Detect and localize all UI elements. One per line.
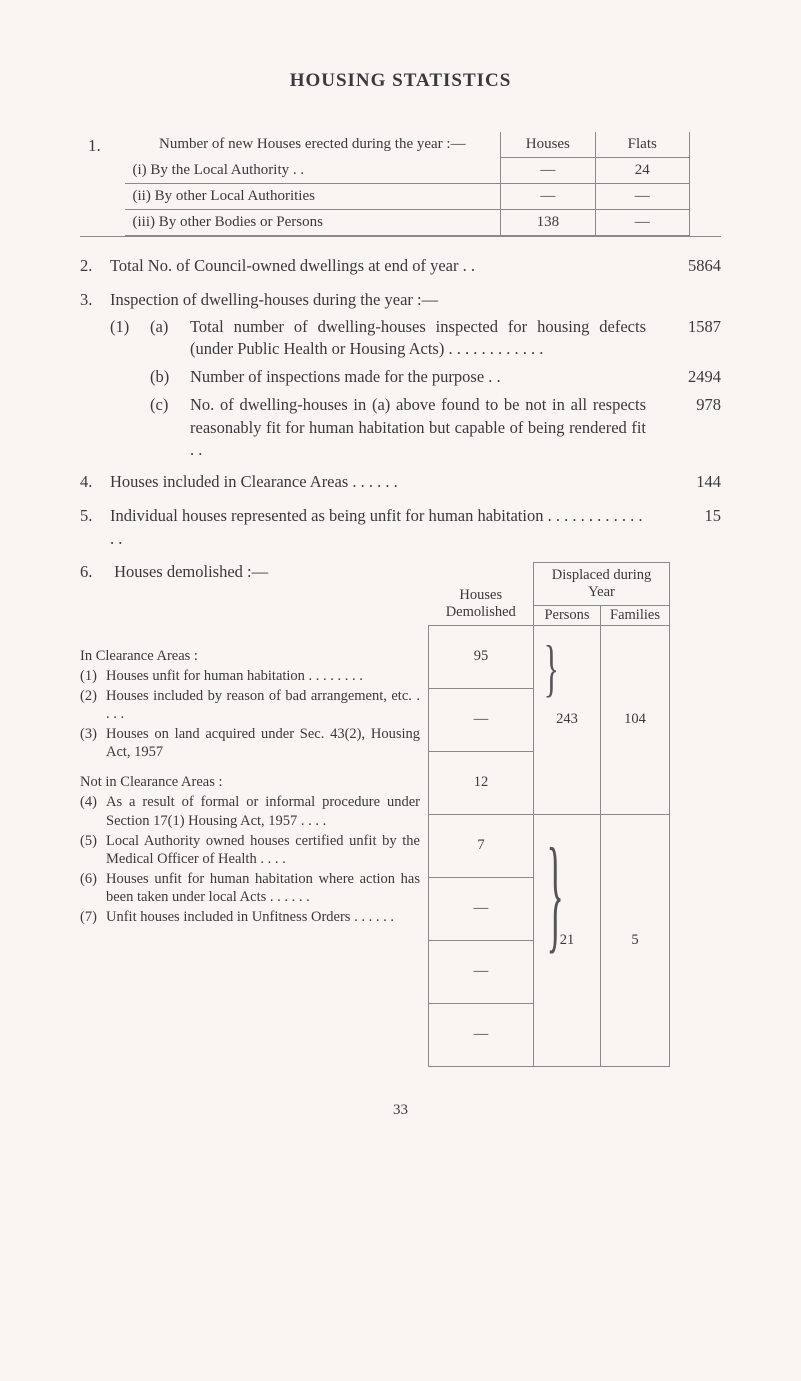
sec1-row1-houses: — bbox=[501, 158, 595, 184]
sec6-b7: (7)Unfit houses included in Unfitness Or… bbox=[80, 908, 420, 926]
sec2-val: 5864 bbox=[661, 255, 721, 277]
sec6-left: 6. Houses demolished :— In Clearance Are… bbox=[80, 562, 420, 1067]
sec6-disp-head: Displaced during Year bbox=[534, 562, 670, 605]
sec1-row2-houses: — bbox=[501, 184, 595, 210]
sec1-col-flats: Flats bbox=[595, 132, 689, 158]
sec5-val: 15 bbox=[661, 505, 721, 527]
sec2-num: 2. bbox=[80, 255, 110, 277]
sec6-groupA-head: In Clearance Areas : bbox=[80, 647, 420, 665]
page: HOUSING STATISTICS 1. Number of new Hous… bbox=[0, 0, 801, 1159]
sec6-num: 6. bbox=[80, 562, 110, 583]
sec1-row2-label: (ii) By other Local Authorities bbox=[125, 184, 501, 210]
section6: 6. Houses demolished :— In Clearance Are… bbox=[80, 562, 721, 1067]
sec1-row3-label: (iii) By other Bodies or Persons bbox=[125, 210, 501, 236]
brace-icon: } bbox=[544, 636, 559, 700]
sec6-table: Houses Demolished Displaced during Year … bbox=[428, 562, 670, 1067]
sec6-a-row3: 12 bbox=[429, 751, 534, 814]
sec1-col-houses: Houses bbox=[501, 132, 595, 158]
sec6-col-families: Families bbox=[601, 605, 670, 625]
sec4-text: Houses included in Clearance Areas . . .… bbox=[110, 471, 661, 493]
sec6-a1: (1)Houses unfit for human habitation . .… bbox=[80, 667, 420, 685]
sec3-item-a: (1) (a) Total number of dwelling-houses … bbox=[110, 316, 721, 361]
sec6-col-hd: Houses Demolished bbox=[446, 587, 516, 620]
sec6-b-persons: } 21 bbox=[534, 814, 601, 1066]
sec6-a-row2: — bbox=[429, 688, 534, 751]
section1-table: 1. Number of new Houses erected during t… bbox=[80, 132, 690, 236]
sec6-b6: (6)Houses unfit for human habitation whe… bbox=[80, 870, 420, 906]
sec1-row3-houses: 138 bbox=[501, 210, 595, 236]
sec6-b-row1: 7 bbox=[429, 814, 534, 877]
sec3-head: Inspection of dwelling-houses during the… bbox=[110, 289, 661, 311]
sec6-a2: (2)Houses included by reason of bad arra… bbox=[80, 687, 420, 723]
sec3-item-b: (b) Number of inspections made for the p… bbox=[110, 366, 721, 388]
sec6-b4: (4)As a result of formal or informal pro… bbox=[80, 793, 420, 829]
sec6-a-row1: 95 bbox=[429, 625, 534, 688]
sec6-b5: (5)Local Authority owned houses certifie… bbox=[80, 832, 420, 868]
sec5-num: 5. bbox=[80, 505, 110, 527]
sec6-b-row2: — bbox=[429, 877, 534, 940]
section5: 5. Individual houses represented as bein… bbox=[80, 505, 721, 550]
section4: 4. Houses included in Clearance Areas . … bbox=[80, 471, 721, 493]
sec3-item-c: (c) No. of dwelling-houses in (a) above … bbox=[110, 394, 721, 461]
page-title: HOUSING STATISTICS bbox=[80, 70, 721, 92]
sec6-table-wrap: Houses Demolished Displaced during Year … bbox=[428, 562, 670, 1067]
sec1-row2-flats: — bbox=[595, 184, 689, 210]
sec4-val: 144 bbox=[661, 471, 721, 493]
sec6-col-persons: Persons bbox=[534, 605, 601, 625]
sec1-head: Number of new Houses erected during the … bbox=[125, 132, 501, 158]
sec2-text: Total No. of Council-owned dwellings at … bbox=[110, 255, 661, 277]
sec6-groupB-head: Not in Clearance Areas : bbox=[80, 773, 420, 791]
sec6-b-families: 5 bbox=[601, 814, 670, 1066]
sec1-row1-flats: 24 bbox=[595, 158, 689, 184]
sec6-a-persons: } 243 bbox=[534, 625, 601, 814]
sec1-num: 1. bbox=[80, 132, 125, 236]
sec6-a3: (3)Houses on land acquired under Sec. 43… bbox=[80, 725, 420, 761]
section2: 2. Total No. of Council-owned dwellings … bbox=[80, 255, 721, 277]
sec5-text: Individual houses represented as being u… bbox=[110, 505, 661, 550]
sec6-b-row3: — bbox=[429, 940, 534, 1003]
sec6-lead: Houses demolished :— bbox=[114, 562, 268, 581]
sec3-num: 3. bbox=[80, 289, 110, 311]
section3-head: 3. Inspection of dwelling-houses during … bbox=[80, 289, 721, 311]
sec1-row1-label: (i) By the Local Authority . . bbox=[125, 158, 501, 184]
divider bbox=[80, 236, 721, 237]
brace-icon: } bbox=[547, 831, 564, 959]
sec4-num: 4. bbox=[80, 471, 110, 493]
sec6-b-row4: — bbox=[429, 1003, 534, 1066]
page-number: 33 bbox=[80, 1102, 721, 1119]
sec1-row3-flats: — bbox=[595, 210, 689, 236]
sec6-a-families: 104 bbox=[601, 625, 670, 814]
